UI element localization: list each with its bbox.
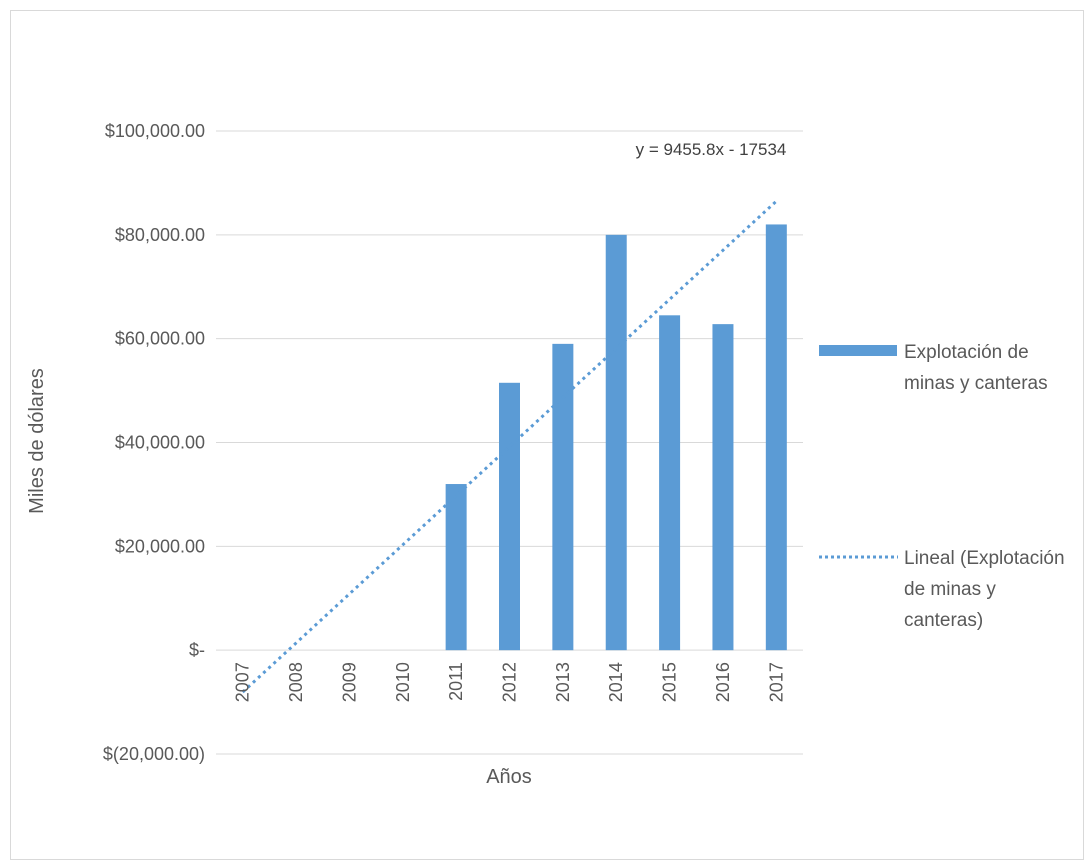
legend: Explotación de minas y canteras Lineal (E…: [819, 342, 1065, 631]
y-tick-label: $(20,000.00): [103, 744, 205, 764]
legend-label-line: minas y canteras: [904, 373, 1048, 394]
bar-2013: [552, 343, 574, 651]
bar-2012: [499, 382, 520, 651]
bar-2017: [765, 224, 787, 651]
y-tick-label: $80,000.00: [115, 225, 205, 245]
x-tick-label: 2009: [339, 662, 359, 702]
x-tick-label: 2016: [713, 662, 733, 702]
x-tick-label: 2010: [393, 662, 413, 702]
legend-label-line: Lineal (Explotación: [904, 548, 1065, 569]
trendline: [241, 200, 778, 694]
y-tick-label: $60,000.00: [115, 329, 205, 349]
x-tick-label: 2007: [233, 662, 253, 702]
legend-swatch-bar: [819, 345, 897, 356]
x-tick-label: 2017: [766, 662, 786, 702]
bar-2014: [605, 234, 627, 651]
x-tick-label: 2008: [286, 662, 306, 702]
x-tick-label: 2014: [606, 662, 626, 702]
legend-label-trendline: Lineal (Explotación de minas y canteras): [904, 548, 1065, 631]
y-axis-title: Miles de dólares: [26, 368, 48, 514]
trendline-equation: y = 9455.8x - 17534: [636, 140, 787, 159]
legend-label-line: canteras): [904, 610, 983, 631]
bar-layer: [445, 224, 787, 651]
x-tick-label: 2015: [660, 662, 680, 702]
trendline-layer: [241, 200, 778, 694]
legend-label-line: de minas y: [904, 579, 996, 600]
x-tick-label: 2013: [553, 662, 573, 702]
chart-frame: $100,000.00 $80,000.00 $60,000.00 $40,000.0…: [10, 10, 1084, 860]
y-tick-labels: $100,000.00 $80,000.00 $60,000.00 $40,000.0…: [103, 121, 205, 764]
x-tick-label: 2012: [500, 662, 520, 702]
x-tick-label: 2011: [446, 662, 466, 701]
y-tick-label: $-: [189, 640, 205, 660]
x-tick-labels: 2007 2008 2009 2010 2011 2012 2013 2014 2015 2016…: [233, 662, 787, 702]
x-axis-title: Años: [486, 766, 532, 788]
bar-2015: [659, 315, 681, 651]
y-tick-label: $40,000.00: [115, 433, 205, 453]
bar-2011: [445, 484, 467, 651]
chart-svg: $100,000.00 $80,000.00 $60,000.00 $40,000.0…: [26, 121, 1065, 788]
legend-label-line: Explotación de: [904, 342, 1029, 363]
bar-2016: [712, 324, 734, 651]
y-tick-label: $100,000.00: [105, 121, 205, 141]
y-tick-label: $20,000.00: [115, 536, 205, 556]
legend-label-bars: Explotación de minas y canteras: [904, 342, 1048, 394]
